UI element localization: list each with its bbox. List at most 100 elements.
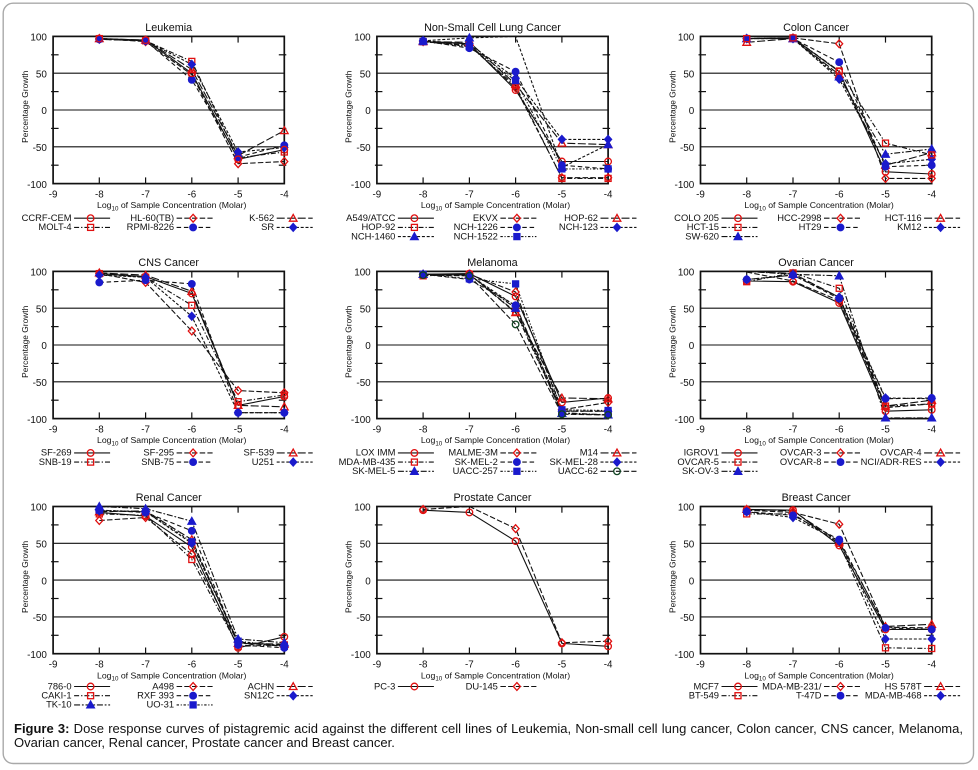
svg-text:Percentage Growth: Percentage Growth: [667, 70, 677, 142]
svg-text:-7: -7: [465, 425, 474, 436]
svg-text:-5: -5: [234, 190, 243, 201]
svg-text:A549/ATCC: A549/ATCC: [346, 212, 396, 223]
svg-text:NCH-123: NCH-123: [559, 221, 598, 232]
svg-text:-50: -50: [33, 378, 48, 389]
svg-text:MDA-MB-468: MDA-MB-468: [865, 690, 922, 701]
svg-text:100: 100: [30, 33, 47, 44]
svg-text:-4: -4: [280, 190, 289, 201]
svg-text:100: 100: [678, 33, 695, 44]
svg-text:-7: -7: [465, 660, 474, 671]
svg-text:Log10 of Sample Concentration: Log10 of Sample Concentration (Molar): [421, 200, 570, 212]
svg-text:HOP-92: HOP-92: [362, 221, 396, 232]
svg-text:Percentage Growth: Percentage Growth: [20, 305, 30, 377]
svg-text:MOLT-4: MOLT-4: [38, 221, 71, 232]
svg-text:Percentage Growth: Percentage Growth: [344, 305, 354, 377]
svg-text:-4: -4: [927, 660, 936, 671]
svg-text:-100: -100: [675, 180, 695, 191]
svg-text:100: 100: [354, 33, 371, 44]
svg-text:DU-145: DU-145: [466, 680, 498, 691]
svg-text:-5: -5: [558, 425, 567, 436]
svg-text:NCH-1522: NCH-1522: [454, 230, 498, 241]
svg-text:-4: -4: [280, 425, 289, 436]
svg-text:-8: -8: [742, 660, 751, 671]
svg-text:-5: -5: [234, 425, 243, 436]
svg-text:NCH-1226: NCH-1226: [454, 221, 498, 232]
svg-text:-9: -9: [373, 425, 382, 436]
svg-text:OVCAR-8: OVCAR-8: [780, 456, 822, 467]
svg-text:SK-MEL-28: SK-MEL-28: [550, 456, 598, 467]
svg-text:0: 0: [689, 341, 695, 352]
svg-text:-5: -5: [558, 660, 567, 671]
svg-text:-9: -9: [49, 425, 58, 436]
svg-text:IGROV1: IGROV1: [684, 447, 719, 458]
svg-text:RXF 393: RXF 393: [137, 690, 174, 701]
svg-text:50: 50: [36, 304, 47, 315]
svg-text:-50: -50: [33, 143, 48, 154]
svg-text:Breast Cancer: Breast Cancer: [782, 492, 851, 504]
svg-text:Log10 of Sample Concentration: Log10 of Sample Concentration (Molar): [97, 435, 246, 447]
svg-text:-100: -100: [27, 650, 47, 661]
svg-text:-7: -7: [789, 660, 798, 671]
svg-text:TK-10: TK-10: [46, 699, 72, 710]
svg-text:-9: -9: [373, 660, 382, 671]
svg-text:Percentage Growth: Percentage Growth: [20, 540, 30, 612]
svg-text:CAKI-1: CAKI-1: [41, 690, 71, 701]
svg-text:50: 50: [360, 540, 371, 551]
svg-text:-7: -7: [465, 190, 474, 201]
svg-text:UACC-62: UACC-62: [558, 465, 598, 476]
svg-text:-8: -8: [95, 190, 104, 201]
svg-text:-100: -100: [351, 180, 371, 191]
svg-text:Non-Small Cell Lung Cancer: Non-Small Cell Lung Cancer: [424, 22, 561, 34]
svg-text:-50: -50: [680, 143, 695, 154]
svg-text:UO-31: UO-31: [146, 699, 174, 710]
svg-text:SK-MEL-5: SK-MEL-5: [352, 465, 395, 476]
svg-text:100: 100: [30, 268, 47, 279]
svg-text:-9: -9: [696, 660, 705, 671]
svg-text:Renal Cancer: Renal Cancer: [136, 492, 202, 504]
svg-text:0: 0: [41, 106, 47, 117]
svg-text:HCC-2998: HCC-2998: [777, 212, 821, 223]
svg-text:RPMI-8226: RPMI-8226: [127, 221, 174, 232]
svg-text:0: 0: [41, 341, 47, 352]
svg-text:HCT-116: HCT-116: [885, 212, 922, 223]
svg-text:-6: -6: [187, 425, 196, 436]
svg-text:-100: -100: [27, 415, 47, 426]
svg-text:Log10 of Sample Concentration: Log10 of Sample Concentration (Molar): [744, 435, 893, 447]
svg-text:SF-539: SF-539: [243, 447, 274, 458]
svg-text:Melanoma: Melanoma: [467, 257, 517, 269]
svg-text:-6: -6: [187, 190, 196, 201]
svg-text:HS 578T: HS 578T: [885, 680, 922, 691]
svg-text:-9: -9: [373, 190, 382, 201]
svg-text:SR: SR: [261, 221, 274, 232]
svg-text:MALME-3M: MALME-3M: [448, 447, 498, 458]
svg-text:-6: -6: [511, 660, 520, 671]
svg-text:A498: A498: [152, 680, 174, 691]
svg-text:-100: -100: [351, 415, 371, 426]
svg-text:PC-3: PC-3: [374, 680, 395, 691]
svg-text:Percentage Growth: Percentage Growth: [344, 70, 354, 142]
svg-text:-50: -50: [356, 378, 371, 389]
svg-text:-100: -100: [351, 650, 371, 661]
svg-text:Percentage Growth: Percentage Growth: [667, 540, 677, 612]
svg-text:Ovarian Cancer: Ovarian Cancer: [778, 257, 854, 269]
svg-text:-5: -5: [881, 190, 890, 201]
svg-text:MDA-MB-435: MDA-MB-435: [339, 456, 396, 467]
svg-text:100: 100: [678, 503, 695, 514]
svg-text:50: 50: [683, 304, 694, 315]
svg-text:HCT-15: HCT-15: [687, 221, 719, 232]
svg-text:0: 0: [365, 576, 371, 587]
svg-text:-50: -50: [33, 613, 48, 624]
svg-text:MCF7: MCF7: [693, 680, 719, 691]
svg-text:0: 0: [365, 106, 371, 117]
svg-text:EKVX: EKVX: [473, 212, 499, 223]
svg-text:-50: -50: [356, 143, 371, 154]
svg-text:ACHN: ACHN: [248, 680, 275, 691]
svg-text:-7: -7: [789, 190, 798, 201]
svg-text:OVCAR-3: OVCAR-3: [780, 447, 822, 458]
svg-text:-6: -6: [835, 190, 844, 201]
svg-text:50: 50: [360, 69, 371, 80]
svg-text:COLO 205: COLO 205: [674, 212, 719, 223]
svg-text:M14: M14: [580, 447, 598, 458]
svg-text:-8: -8: [95, 425, 104, 436]
svg-text:-9: -9: [696, 425, 705, 436]
